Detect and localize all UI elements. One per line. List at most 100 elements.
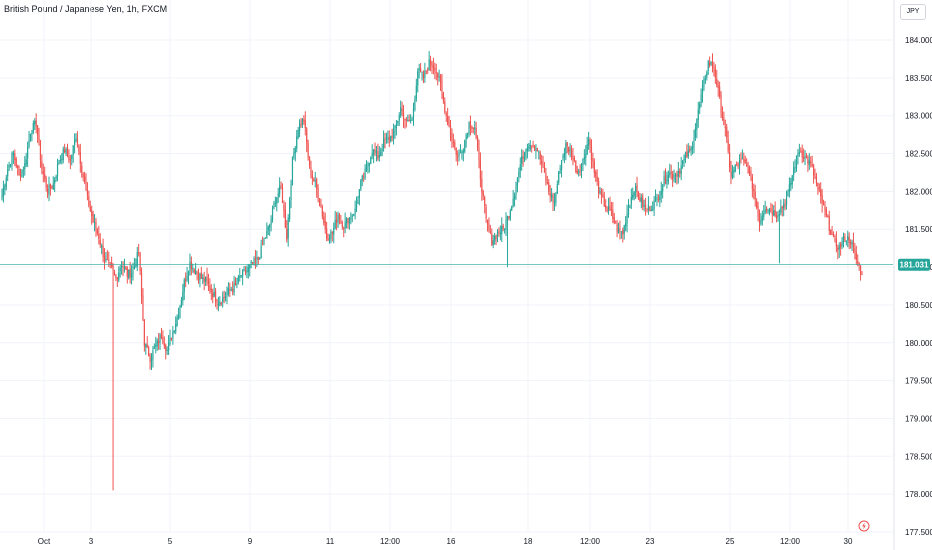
candle-body xyxy=(660,190,662,196)
candle-body xyxy=(421,72,423,74)
candle-body xyxy=(851,242,853,245)
candle-body xyxy=(293,152,295,158)
candle-body xyxy=(461,152,463,154)
candle-body xyxy=(130,273,133,278)
candle-body xyxy=(516,178,519,187)
candle-body xyxy=(145,343,147,348)
candle-body xyxy=(129,268,131,278)
price-axis[interactable]: 184.000 183.500 183.000 182.500 182.000 181.5… xyxy=(905,36,932,537)
lightning-icon[interactable] xyxy=(858,520,870,532)
candle-body xyxy=(321,207,323,217)
candle-body xyxy=(307,143,309,158)
candle-body xyxy=(811,164,813,167)
candle-body xyxy=(538,151,540,153)
price-tick-label: 181.500 xyxy=(905,225,932,234)
candle-body xyxy=(287,217,289,239)
candle-body xyxy=(189,262,191,273)
candle-body xyxy=(179,306,181,318)
candle-body xyxy=(812,165,815,176)
candle-body xyxy=(815,176,818,184)
candle-body xyxy=(663,176,665,186)
price-tick-label: 184.000 xyxy=(905,36,932,45)
candle-body xyxy=(206,276,208,281)
candle-body xyxy=(701,84,704,94)
time-tick-label: 12:00 xyxy=(380,537,401,546)
candle-body xyxy=(348,217,351,224)
candle-body xyxy=(835,238,837,247)
candle-body xyxy=(803,156,805,159)
candle-body xyxy=(804,156,806,159)
candle-body xyxy=(385,137,388,140)
candle-body xyxy=(647,205,650,210)
candle-body xyxy=(781,206,783,209)
candle-body xyxy=(340,220,342,222)
candle-body xyxy=(32,123,34,133)
candle-body xyxy=(750,170,752,176)
candle-body xyxy=(847,235,849,240)
candle-body xyxy=(494,235,496,241)
candle-body xyxy=(447,116,449,125)
candle-body xyxy=(673,178,675,180)
candle-body xyxy=(640,197,642,203)
candle-body xyxy=(599,190,601,193)
candle-body xyxy=(183,279,185,292)
candle-body xyxy=(374,149,376,153)
candle-body xyxy=(743,159,745,161)
candle-body xyxy=(210,289,212,293)
candle-body xyxy=(474,127,476,129)
candle-body xyxy=(102,246,104,258)
candle-body xyxy=(66,147,69,156)
candle-body xyxy=(439,75,442,83)
candle-body xyxy=(75,137,77,141)
candle-body xyxy=(525,149,527,152)
candle-body xyxy=(427,69,429,71)
candle-body xyxy=(546,182,548,184)
candle-body xyxy=(791,175,793,185)
candle-body xyxy=(820,189,822,197)
time-tick-label: 3 xyxy=(89,537,94,546)
last-price-label: 181.031 xyxy=(900,261,929,270)
time-axis[interactable]: Oct 3 5 9 11 12:00 16 18 12:00 23 25 12:00 30 xyxy=(38,537,853,546)
candle-body xyxy=(361,175,363,181)
candle-body xyxy=(580,164,583,172)
candle-body xyxy=(429,59,432,66)
candle-body xyxy=(222,297,224,303)
candle-body xyxy=(21,170,23,176)
candle-body xyxy=(187,272,190,276)
candle-body xyxy=(216,300,218,304)
candle-body xyxy=(377,151,379,160)
candle-body xyxy=(373,149,375,155)
candle-body xyxy=(22,170,24,172)
currency-selector[interactable]: JPY xyxy=(900,4,926,20)
candle-body xyxy=(390,135,392,142)
candle-body xyxy=(670,171,672,174)
candle-body xyxy=(643,205,645,207)
candle-body xyxy=(558,171,560,183)
candle-body xyxy=(44,174,46,179)
candle-body xyxy=(834,237,836,239)
candle-body xyxy=(294,148,296,154)
candle-body xyxy=(679,171,681,173)
candle-body xyxy=(845,240,847,242)
candle-body xyxy=(492,240,494,245)
candle-body xyxy=(250,261,252,264)
candle-body xyxy=(308,156,311,166)
candle-body xyxy=(465,134,467,140)
candle-body xyxy=(694,128,697,138)
candle-body xyxy=(51,186,53,189)
candle-body xyxy=(422,73,425,79)
candle-body xyxy=(455,147,457,156)
candle-body xyxy=(649,206,651,212)
candle-body xyxy=(136,252,138,267)
candle-body xyxy=(363,176,365,178)
candle-body xyxy=(72,145,74,155)
candle-body xyxy=(56,164,59,177)
candle-body xyxy=(65,149,67,154)
candle-body xyxy=(230,289,232,291)
candle-body xyxy=(425,70,427,72)
candle-body xyxy=(81,165,83,173)
candle-body xyxy=(381,149,383,151)
candle-body xyxy=(401,108,403,112)
candle-body xyxy=(761,216,763,221)
